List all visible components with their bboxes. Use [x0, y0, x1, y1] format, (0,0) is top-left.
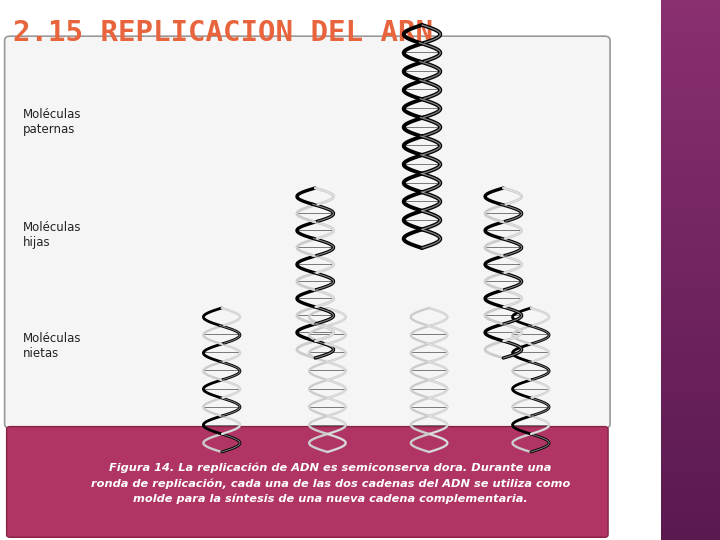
FancyBboxPatch shape [6, 427, 608, 537]
FancyBboxPatch shape [4, 36, 610, 428]
Text: Moléculas
paternas: Moléculas paternas [23, 107, 81, 136]
Text: Moléculas
hijas: Moléculas hijas [23, 221, 81, 249]
Text: 2.15 REPLICACION DEL ARN: 2.15 REPLICACION DEL ARN [13, 19, 433, 47]
Text: Figura 14. La replicación de ADN es semiconserva dora. Durante una
ronda de repl: Figura 14. La replicación de ADN es semi… [91, 462, 570, 504]
Text: Moléculas
nietas: Moléculas nietas [23, 332, 81, 360]
